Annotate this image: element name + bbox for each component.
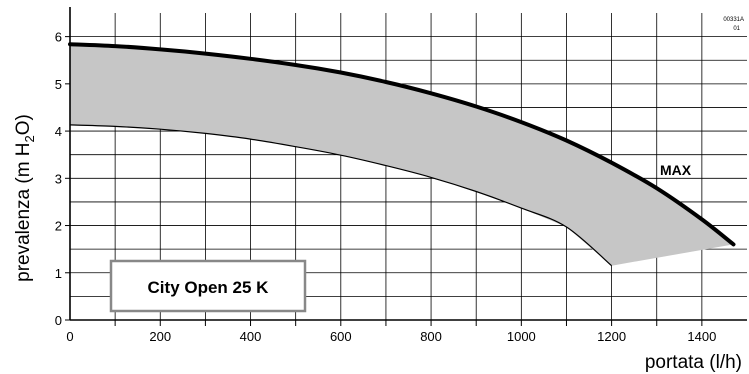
tick-labels: 0 200 400 600 800 1000 1200 1400 0 1 2 3 4 5 6 <box>55 30 717 344</box>
x-axis-label: portata (l/h) <box>645 352 742 373</box>
x-tick-label: 600 <box>330 329 352 344</box>
x-tick-label: 200 <box>149 329 171 344</box>
x-tick-label: 1000 <box>507 329 536 344</box>
x-tick-label: 1400 <box>687 329 716 344</box>
series-line-min <box>69 124 612 267</box>
series-line-max <box>68 42 736 247</box>
model-label: City Open 25 K <box>148 278 270 297</box>
code-label-line2: 01 <box>733 26 740 32</box>
y-tick-label: 4 <box>55 124 62 139</box>
operating-band <box>70 44 734 266</box>
code-label-line1: 00331A <box>723 17 744 23</box>
y-tick-label: 6 <box>55 30 62 45</box>
axes <box>65 7 747 326</box>
y-tick-label: 0 <box>55 313 62 328</box>
x-tick-label: 400 <box>240 329 262 344</box>
y-axis-label: prevalenza (m H2O) <box>13 114 37 282</box>
x-tick-label: 1200 <box>597 329 626 344</box>
max-label: MAX <box>660 162 692 178</box>
model-box <box>109 259 307 313</box>
y-tick-label: 2 <box>55 219 62 234</box>
x-tick-label: 0 <box>66 329 73 344</box>
y-tick-label: 3 <box>55 171 62 186</box>
y-tick-label: 1 <box>55 266 62 281</box>
x-tick-label: 800 <box>420 329 442 344</box>
y-axis-label-end: O) <box>13 114 34 135</box>
y-axis-label-main: prevalenza (m H <box>13 142 34 281</box>
grid <box>70 13 747 320</box>
y-tick-label: 5 <box>55 77 62 92</box>
y-axis-label-sub: 2 <box>22 135 37 142</box>
